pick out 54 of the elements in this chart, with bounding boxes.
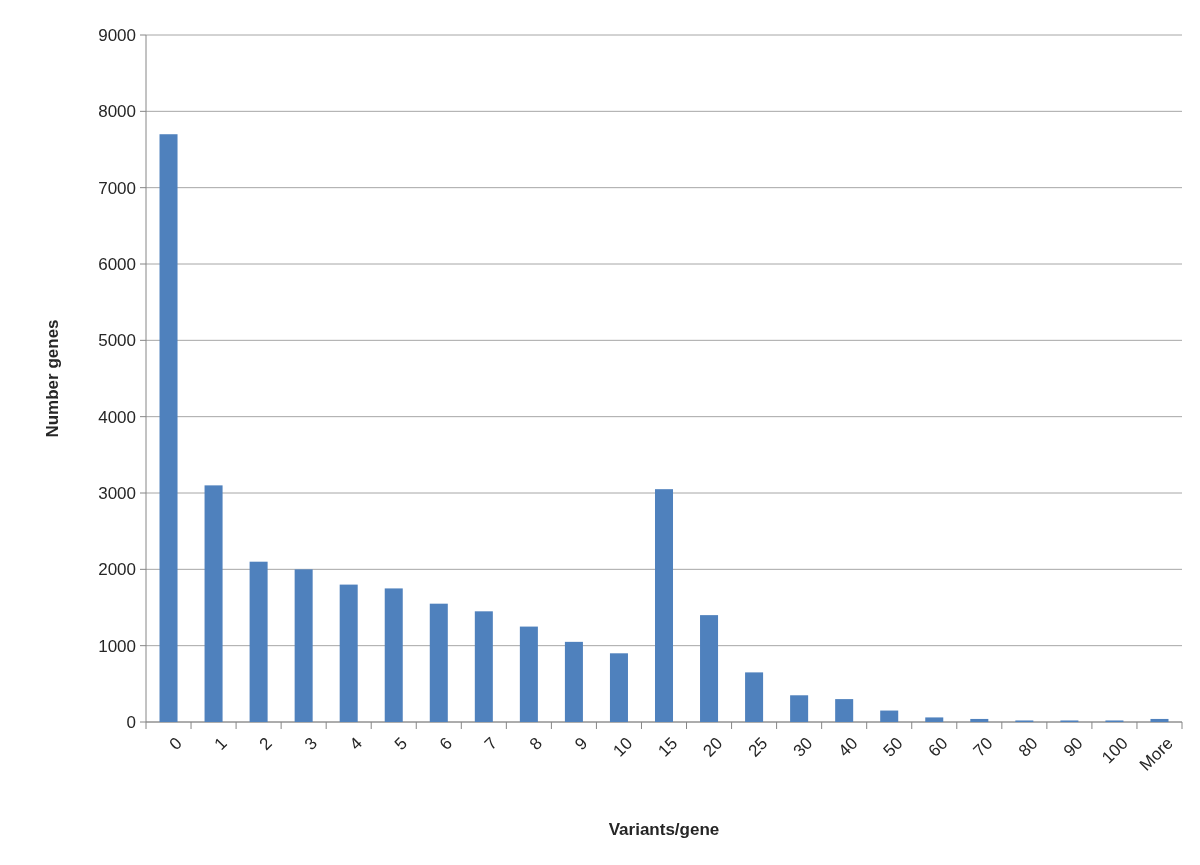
x-tick-label: 25	[744, 733, 772, 761]
y-tick-label: 2000	[98, 560, 136, 580]
x-tick-label: 70	[969, 733, 997, 761]
y-tick-label: 0	[126, 712, 136, 732]
y-axis-title: Number genes	[43, 319, 62, 438]
x-tick-label: 7	[480, 733, 502, 754]
y-tick-label: 8000	[98, 102, 136, 122]
bar	[790, 695, 809, 722]
x-tick-label: 4	[345, 733, 366, 754]
bar	[654, 489, 674, 722]
bar	[159, 134, 178, 722]
bar	[204, 485, 223, 722]
x-tick-label: 90	[1059, 733, 1087, 761]
x-tick-label: 50	[879, 733, 907, 761]
bar	[474, 611, 493, 722]
x-tick-label: 6	[435, 733, 457, 754]
y-tick-label: 9000	[98, 25, 136, 45]
x-tick-label: 9	[571, 733, 592, 754]
y-tick-label: 7000	[98, 178, 136, 198]
bar	[384, 588, 403, 722]
bar	[294, 569, 313, 722]
x-tick-label: 60	[924, 733, 952, 761]
y-tick-label: 3000	[98, 483, 136, 503]
bar	[1150, 718, 1169, 722]
x-tick-label: 30	[789, 733, 817, 761]
bar	[339, 584, 358, 722]
x-tick-label: 0	[165, 733, 186, 754]
y-tick-label: 1000	[98, 636, 136, 656]
bar	[609, 653, 628, 722]
y-tick-label: 5000	[98, 331, 136, 351]
x-tick-label: 3	[300, 733, 321, 754]
x-tick-label: 100	[1098, 733, 1132, 768]
bar	[925, 717, 944, 722]
x-tick-label: 5	[390, 733, 411, 754]
x-tick-label: 10	[609, 733, 637, 761]
bar	[700, 615, 719, 722]
x-tick-label: 20	[699, 733, 727, 761]
x-axis-title: Variants/gene	[608, 820, 720, 839]
x-tick-label: 8	[525, 733, 547, 754]
bar	[970, 718, 989, 722]
bar	[429, 603, 448, 722]
bar	[519, 626, 538, 722]
x-tick-label: 2	[255, 733, 276, 754]
bar	[835, 699, 854, 722]
bar	[564, 641, 583, 722]
bar	[249, 561, 268, 722]
x-tick-label: 1	[210, 733, 231, 754]
bar	[745, 672, 764, 722]
y-tick-label: 6000	[98, 254, 136, 274]
bar	[880, 710, 899, 722]
x-tick-label: 80	[1014, 733, 1042, 761]
x-tick-label: 40	[834, 733, 862, 761]
y-tick-label: 4000	[98, 407, 136, 427]
x-tick-label: 15	[654, 733, 682, 761]
